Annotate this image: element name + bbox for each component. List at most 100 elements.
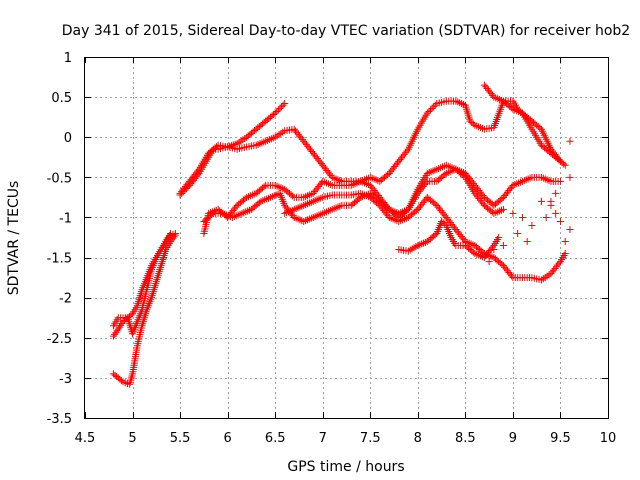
data-point [428, 104, 436, 112]
y-tick-label: -3 [59, 372, 72, 387]
data-point [556, 157, 564, 165]
x-tick-label: 6 [223, 431, 231, 446]
data-point [115, 323, 123, 331]
data-point [117, 321, 125, 329]
data-point [479, 200, 487, 208]
data-point [194, 167, 202, 175]
data-point [213, 143, 221, 151]
data-point [278, 103, 286, 111]
data-point [111, 330, 119, 338]
data-point [555, 259, 563, 267]
y-tick-label: -1.5 [47, 252, 72, 267]
data-point [112, 329, 120, 337]
data-point [561, 250, 569, 258]
data-point [403, 147, 411, 155]
data-point [114, 325, 122, 333]
data-point [537, 197, 545, 205]
data-point [547, 197, 555, 205]
data-point [552, 189, 560, 197]
data-point [232, 203, 240, 211]
data-point [273, 108, 281, 116]
y-tick-labels: -3.5 -3 -2.5 -2 -1.5 -1 -0.5 0 0.5 1 [47, 51, 72, 427]
data-point [167, 229, 175, 237]
data-point [289, 192, 297, 200]
data-point [374, 200, 382, 208]
x-tick-label: 9.5 [550, 431, 571, 446]
x-tick-label: 8 [414, 431, 422, 446]
x-tick-label: 5.5 [170, 431, 191, 446]
data-point [425, 108, 433, 116]
x-tick-label: 7 [319, 431, 327, 446]
data-point [523, 238, 531, 246]
y-tick-label: -2.5 [47, 332, 72, 347]
data-point [490, 246, 498, 254]
data-point [423, 109, 431, 117]
x-tick-label: 5 [128, 431, 136, 446]
chart-title: Day 341 of 2015, Sidereal Day-to-day VTE… [62, 23, 630, 39]
data-point [412, 207, 420, 215]
data-point [561, 238, 569, 246]
data-point [431, 101, 439, 109]
data-point [422, 179, 430, 187]
data-markers [110, 81, 574, 388]
data-point [384, 171, 392, 179]
data-point [566, 225, 574, 233]
data-point [498, 195, 506, 203]
y-axis-label: SDTVAR / TECUs [6, 181, 22, 296]
data-point [479, 192, 487, 200]
data-point [499, 242, 507, 250]
data-point [498, 260, 506, 268]
data-point [270, 110, 278, 118]
data-point [281, 100, 289, 108]
x-tick-label: 10 [600, 431, 617, 446]
y-tick-label: -2 [59, 292, 72, 307]
data-point [430, 103, 438, 111]
x-tick-labels: 4.5 5 5.5 6 6.5 7 7.5 8 8.5 9 9.5 10 [75, 431, 617, 446]
series-track-10 [480, 81, 564, 165]
x-tick-label: 6.5 [265, 431, 286, 446]
x-tick-label: 4.5 [75, 431, 96, 446]
data-point [279, 101, 287, 109]
data-point [556, 177, 564, 185]
data-point [556, 217, 564, 225]
data-point [117, 377, 125, 385]
data-point [431, 200, 439, 208]
data-point [508, 272, 516, 280]
data-point [566, 173, 574, 181]
x-tick-label: 9 [509, 431, 517, 446]
data-point [561, 161, 569, 169]
x-tick-label: 7.5 [360, 431, 381, 446]
data-point [509, 209, 517, 217]
data-point [426, 106, 434, 114]
y-tick-label: -0.5 [47, 171, 72, 186]
data-point [208, 211, 216, 219]
data-point [260, 183, 268, 191]
y-tick-label: -3.5 [47, 412, 72, 427]
data-point [555, 156, 563, 164]
data-point [552, 209, 560, 217]
series-track-8 [281, 189, 569, 284]
data-point [276, 104, 284, 112]
data-point [542, 213, 550, 221]
data-point [495, 234, 503, 241]
x-axis-label: GPS time / hours [287, 459, 404, 475]
y-tick-label: 1 [64, 51, 72, 66]
series-track-3 [110, 229, 175, 338]
y-tick-label: 0.5 [51, 91, 72, 106]
y-tick-label: -1 [59, 211, 72, 226]
data-point [514, 229, 522, 237]
data-point [271, 109, 279, 117]
data-point [274, 106, 282, 114]
x-tick-label: 8.5 [455, 431, 476, 446]
data-point [566, 137, 574, 145]
plot-frame [84, 57, 609, 419]
y-tick-label: 0 [64, 131, 72, 146]
data-point [499, 205, 507, 213]
data-point [518, 213, 526, 221]
series-scatter-cluster [485, 137, 574, 266]
data-point [485, 258, 493, 266]
data-point [528, 221, 536, 229]
data-point [110, 332, 118, 340]
